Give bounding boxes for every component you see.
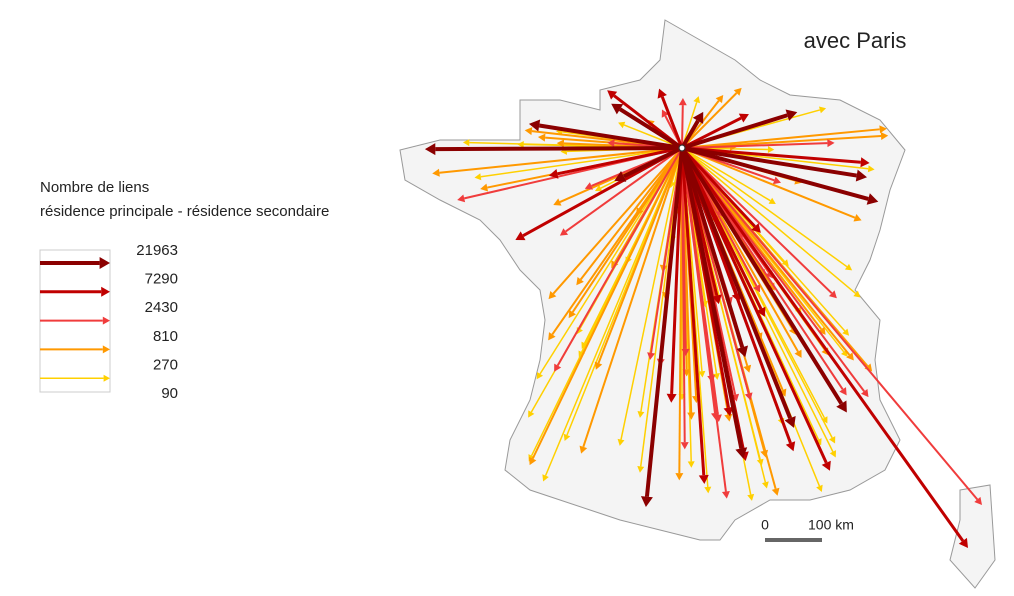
legend-label: 90	[161, 385, 178, 402]
scale-label: 100 km	[808, 517, 854, 533]
map-title: avec Paris	[804, 28, 907, 53]
legend-title: résidence principale - résidence seconda…	[40, 203, 329, 220]
legend-label: 270	[153, 356, 178, 373]
corsica-outline	[950, 485, 995, 588]
flow-line	[682, 105, 683, 148]
legend-label: 7290	[145, 271, 178, 288]
flow-line	[435, 148, 682, 149]
land	[400, 20, 995, 588]
legend-label: 21963	[136, 242, 178, 259]
paris-node	[679, 145, 685, 151]
scale-label: 0	[761, 517, 769, 533]
legend-label: 810	[153, 328, 178, 345]
legend-label: 2430	[145, 299, 178, 316]
legend-title: Nombre de liens	[40, 179, 149, 196]
